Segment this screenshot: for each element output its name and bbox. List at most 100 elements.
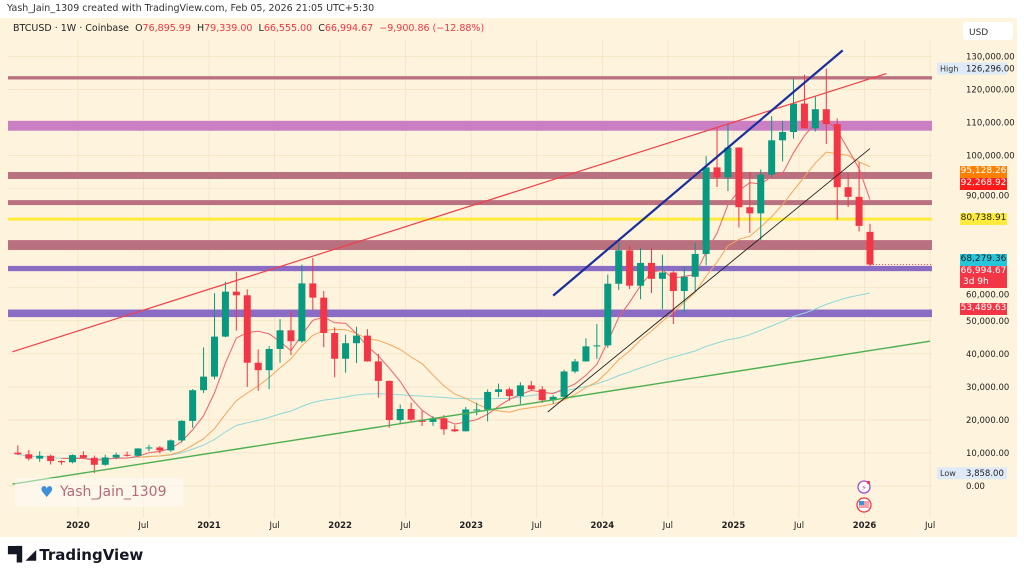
candle bbox=[746, 172, 754, 233]
price-axis-label: 100,000.00 bbox=[966, 152, 1015, 162]
candle-body bbox=[189, 390, 197, 421]
candle-body bbox=[232, 291, 240, 296]
candle bbox=[844, 173, 852, 208]
candle-body bbox=[615, 250, 623, 284]
candle-body bbox=[112, 454, 120, 458]
candle bbox=[112, 452, 120, 460]
candle-body bbox=[822, 109, 830, 125]
price-axis[interactable]: 130,000.00 120,000.00 110,000.00 100,000.00… bbox=[937, 52, 1015, 492]
candle bbox=[167, 439, 175, 452]
candle-body bbox=[331, 332, 339, 359]
time-axis-label: Jul bbox=[793, 521, 804, 531]
candle bbox=[866, 223, 874, 267]
time-axis-label: 2023 bbox=[459, 521, 483, 531]
candle bbox=[855, 162, 863, 232]
price-axis-label: 130,000.00 bbox=[966, 52, 1015, 62]
candle bbox=[779, 120, 787, 162]
tradingview-logo[interactable]: ▀▌◢ TradingView bbox=[8, 546, 143, 564]
candle bbox=[90, 455, 98, 474]
candle bbox=[385, 380, 393, 428]
lightning-event-icon[interactable] bbox=[857, 480, 871, 494]
candle bbox=[342, 334, 350, 373]
candle-body bbox=[527, 385, 535, 390]
zone-band bbox=[8, 240, 932, 251]
zone-band bbox=[8, 309, 932, 318]
candle bbox=[615, 242, 623, 291]
symbol-label[interactable]: BTCUSD · 1W · Coinbase bbox=[13, 23, 130, 34]
candle bbox=[265, 346, 273, 390]
price-axis-label: 40,000.00 bbox=[966, 350, 1009, 360]
candle-body bbox=[178, 420, 186, 441]
trendlines[interactable] bbox=[12, 49, 931, 485]
low-marker-label: Low bbox=[940, 469, 956, 478]
candle-body bbox=[210, 336, 218, 377]
candle-body bbox=[582, 346, 590, 362]
candle bbox=[691, 242, 699, 292]
green-trendline[interactable] bbox=[12, 340, 931, 485]
time-axis-label: 2025 bbox=[722, 521, 746, 531]
candle bbox=[484, 389, 492, 422]
zone-band bbox=[8, 200, 932, 206]
event-icons[interactable]: ⚡ bbox=[856, 480, 872, 513]
candle-body bbox=[14, 452, 22, 455]
candle bbox=[145, 444, 153, 452]
candle bbox=[440, 415, 448, 435]
candle bbox=[833, 118, 841, 220]
blue-trendline[interactable] bbox=[552, 49, 844, 297]
candle-body bbox=[593, 345, 601, 347]
candle-body bbox=[484, 391, 492, 410]
red-trendline[interactable] bbox=[12, 72, 887, 353]
candle bbox=[363, 329, 371, 362]
price-label-value: 53,489.63 bbox=[960, 303, 1007, 314]
candle-body bbox=[800, 103, 808, 129]
candle-body bbox=[320, 297, 328, 333]
price-axis-label: 20,000.00 bbox=[966, 416, 1009, 426]
zone-band bbox=[8, 265, 932, 272]
candle bbox=[331, 327, 339, 378]
candle-body bbox=[735, 147, 743, 208]
time-axis[interactable]: 2020 Jul 2021 Jul 2022 Jul 2023 Jul 2024 Jul 2025 J… bbox=[66, 521, 935, 531]
low-value: 66,555.00 bbox=[263, 23, 313, 34]
candle-body bbox=[156, 447, 164, 451]
candle-body bbox=[811, 109, 819, 129]
candle bbox=[604, 274, 612, 348]
grid bbox=[8, 40, 932, 518]
chart-credit: Yash_Jain_1309 created with TradingView.… bbox=[7, 3, 375, 14]
high-marker-value: 126,296.00 bbox=[966, 65, 1015, 75]
price-label-value: 95,128.26 bbox=[960, 165, 1007, 176]
candle-body bbox=[134, 448, 142, 456]
candle bbox=[702, 156, 710, 266]
candle-body bbox=[90, 457, 98, 465]
time-axis-label: 2026 bbox=[853, 521, 877, 531]
candle-body bbox=[451, 429, 459, 432]
candle-body bbox=[309, 283, 317, 298]
candle bbox=[287, 311, 295, 356]
heart-icon: ♥ bbox=[40, 483, 54, 501]
candle-body bbox=[276, 330, 284, 349]
candle-body bbox=[200, 376, 208, 391]
candle-body bbox=[495, 389, 503, 392]
candle bbox=[505, 387, 513, 401]
candle-body bbox=[462, 409, 470, 432]
candle-body bbox=[243, 295, 251, 363]
candle bbox=[582, 338, 590, 362]
candle bbox=[374, 353, 382, 398]
candle bbox=[407, 402, 415, 422]
candle-body bbox=[254, 362, 262, 371]
candle bbox=[626, 245, 634, 290]
zones bbox=[8, 76, 932, 318]
candle bbox=[811, 96, 819, 132]
countdown-label: 3d 9h bbox=[963, 277, 989, 288]
candle bbox=[647, 248, 655, 293]
candle bbox=[134, 448, 142, 457]
candle-body bbox=[724, 147, 732, 178]
tv-logo-icon: ▀▌◢ bbox=[8, 547, 36, 563]
candle-body bbox=[167, 440, 175, 451]
candle bbox=[822, 68, 830, 144]
usd-currency-button[interactable] bbox=[963, 22, 1013, 40]
candle bbox=[123, 451, 131, 457]
black-trendline[interactable] bbox=[547, 148, 871, 413]
candle bbox=[276, 319, 284, 363]
price-label-value: 68,279.36 bbox=[960, 254, 1007, 265]
